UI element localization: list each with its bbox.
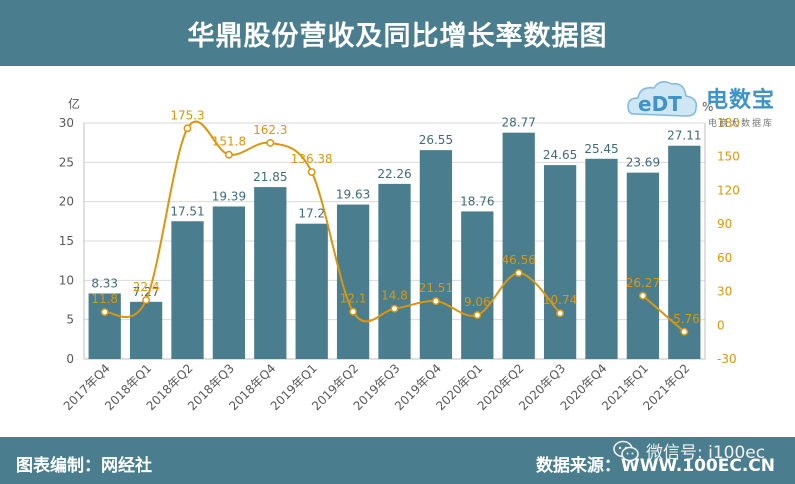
- logo-badge: eDT: [638, 92, 682, 116]
- bar-label: 26.55: [419, 133, 453, 147]
- chart-header: 华鼎股份营收及同比增长率数据图: [0, 0, 795, 66]
- bar-label: 22.26: [377, 167, 411, 181]
- growth-point: [473, 311, 482, 320]
- growth-label: 14.8: [381, 289, 408, 303]
- growth-point: [680, 327, 689, 336]
- bar: [502, 132, 535, 359]
- bar-label: 28.77: [502, 116, 536, 130]
- growth-label: 26.27: [626, 276, 660, 290]
- bar-label: 7.27: [133, 285, 160, 299]
- growth-label: 9.06: [464, 295, 491, 309]
- wechat-id: 微信号: i100ec: [646, 443, 766, 463]
- y-axis-left-label: 亿: [68, 96, 80, 111]
- chart-footer: 图表编制：网经社 数据来源：WWW.100EC.CN: [0, 437, 795, 484]
- growth-point: [307, 168, 316, 176]
- bar: [419, 150, 453, 359]
- growth-point: [266, 138, 275, 147]
- bar: [543, 165, 577, 359]
- bar-label: 23.69: [626, 156, 660, 170]
- growth-label: 162.3: [253, 123, 287, 137]
- y-tick-right: 0: [717, 318, 725, 332]
- growth-point: [514, 269, 523, 277]
- bar: [378, 183, 411, 359]
- y-tick-right: -30: [717, 352, 737, 366]
- bar-label: 19.39: [212, 189, 246, 203]
- bar-label: 25.45: [584, 142, 618, 156]
- y-axis-right-label: %: [702, 100, 713, 114]
- y-tick-right: 120: [717, 183, 740, 197]
- growth-label: 22.4: [133, 280, 160, 294]
- bar: [461, 211, 494, 359]
- bar: [171, 221, 204, 359]
- y-tick-right: 180: [717, 116, 740, 130]
- y-tick-right: 60: [717, 251, 732, 265]
- cloud-icon: [627, 81, 698, 117]
- growth-point: [224, 150, 233, 159]
- growth-point: [556, 309, 565, 318]
- growth-label: 136.38: [291, 152, 333, 166]
- growth-point: [390, 304, 399, 313]
- bar: [88, 293, 121, 359]
- y-tick-right: 150: [717, 150, 740, 164]
- y-tick-left: 15: [59, 234, 74, 248]
- y-tick-right: 30: [717, 285, 732, 299]
- growth-label: 10.74: [543, 293, 577, 307]
- bar: [129, 301, 163, 359]
- y-tick-left: 5: [66, 313, 74, 327]
- edt-logo: eDT: [627, 81, 698, 117]
- growth-label: 21.51: [419, 281, 453, 295]
- wechat-icon: [613, 440, 639, 461]
- growth-point: [142, 296, 151, 305]
- footer-source: 数据来源：WWW.100EC.CN: [535, 456, 775, 476]
- wechat-badge: 微信号: i100ec: [612, 438, 765, 463]
- footer-credit: 图表编制：网经社: [16, 456, 152, 476]
- growth-point: [431, 297, 440, 306]
- growth-point: [349, 307, 358, 316]
- bar-label: 17.2: [298, 207, 325, 221]
- bar-label: 27.11: [667, 129, 701, 143]
- growth-label: 12.1: [340, 292, 367, 306]
- growth-label: -5.76: [669, 312, 700, 326]
- growth-point: [638, 291, 647, 300]
- y-tick-right: 90: [717, 217, 732, 231]
- bar: [668, 145, 701, 359]
- y-tick-left: 25: [59, 155, 74, 169]
- y-tick-left: 10: [59, 273, 74, 287]
- bar: [212, 206, 246, 359]
- growth-label: 151.8: [212, 135, 246, 149]
- bar: [295, 223, 328, 359]
- growth-point: [100, 308, 109, 316]
- y-tick-left: 30: [59, 116, 74, 130]
- logo-tagline: 电商大数据库: [708, 119, 775, 129]
- chart-area: 0 5 10 15 20 25 30 -30 0 30 60 90 120 150 180 亿 % 8.33 7.2…: [59, 96, 740, 413]
- growth-label: 175.3: [170, 108, 204, 122]
- logo-name: 电数宝: [706, 88, 776, 113]
- page-title: 华鼎股份营收及同比增长率数据图: [187, 20, 608, 52]
- bar: [254, 187, 287, 359]
- bar-label: 21.85: [253, 170, 287, 184]
- growth-point: [183, 124, 192, 133]
- bar: [585, 158, 618, 359]
- bar: [626, 172, 660, 359]
- growth-label: 11.8: [91, 292, 118, 306]
- bar-label: 17.51: [170, 204, 204, 218]
- y-tick-left: 0: [66, 352, 74, 366]
- growth-label: 46.56: [502, 253, 536, 267]
- y-tick-left: 20: [59, 195, 74, 209]
- bar-label: 19.63: [336, 188, 370, 202]
- bar-label: 8.33: [91, 276, 118, 290]
- bar-label: 24.65: [543, 148, 577, 162]
- bar-label: 18.76: [460, 194, 494, 208]
